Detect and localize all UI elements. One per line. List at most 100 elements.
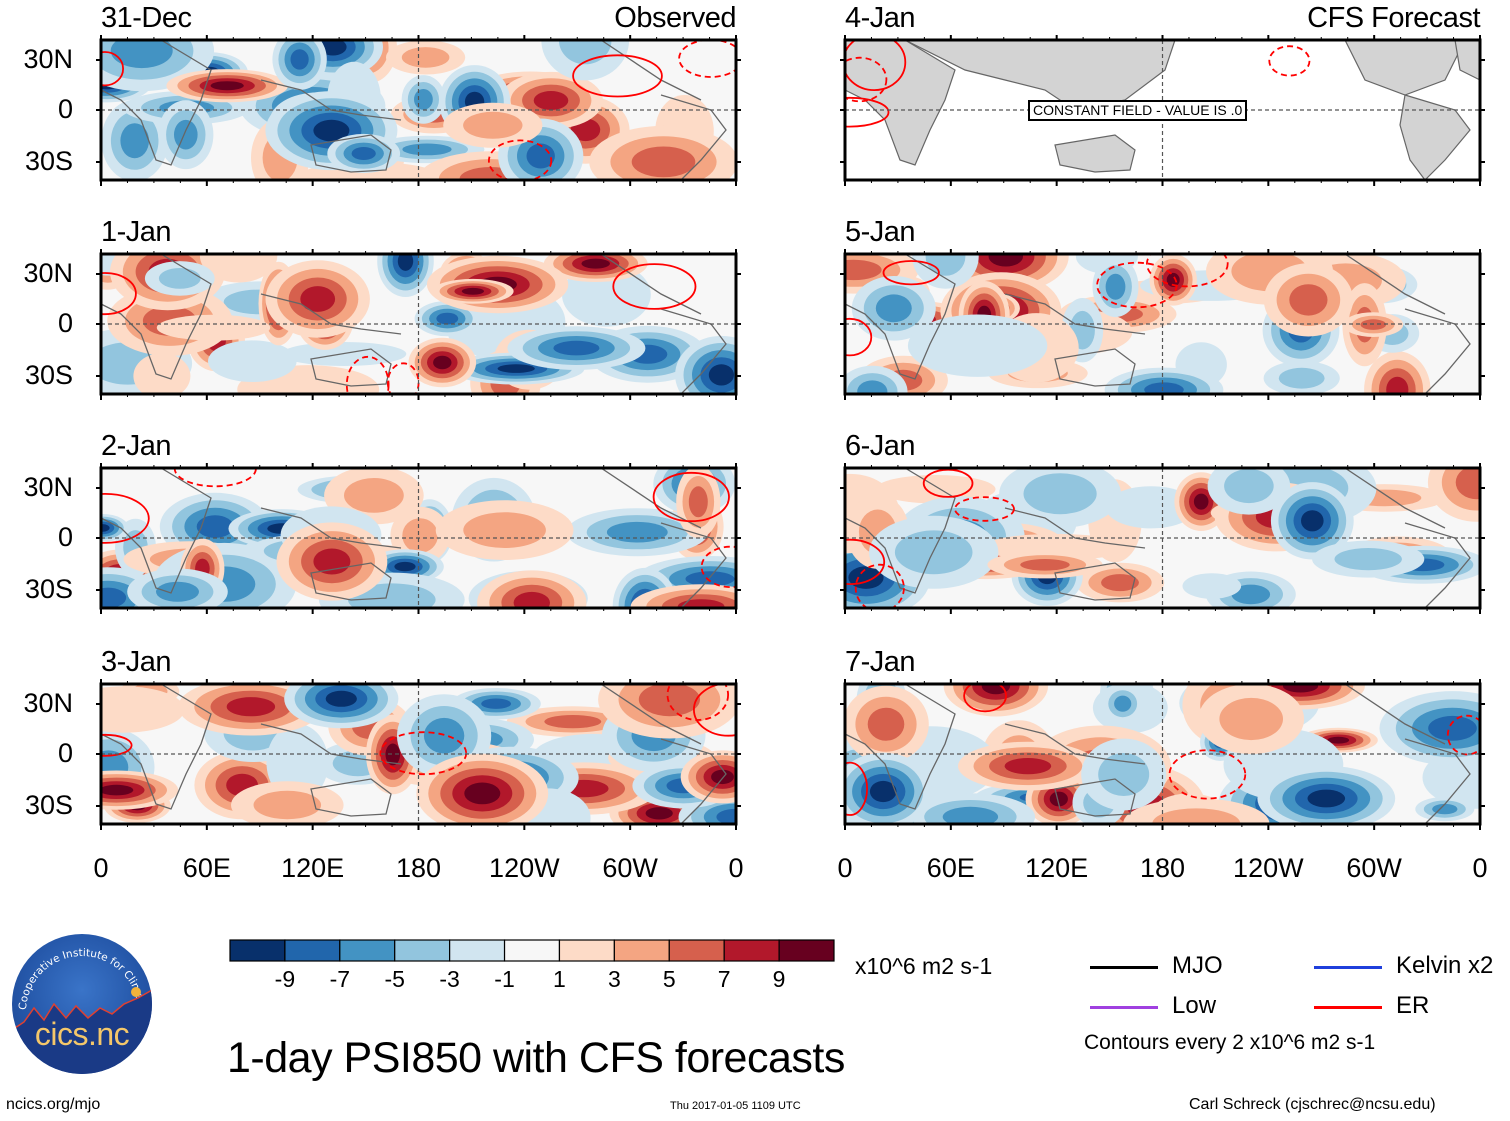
anomaly-contour-fill — [875, 294, 912, 323]
anomaly-contour-fill — [110, 40, 173, 69]
anomaly-contour-fill — [101, 686, 185, 733]
anomaly-contour-fill — [319, 40, 347, 56]
anomaly-contour-fill — [464, 782, 501, 805]
colorbar-swatch — [613, 939, 670, 962]
anomaly-contour-fill — [401, 47, 450, 68]
coastline — [1344, 684, 1446, 745]
svg-text:Cooperative Institute for Clim: Cooperative Institute for Climate and Sa… — [12, 934, 147, 1011]
colorbar-swatch — [339, 939, 396, 962]
panel-date-label: 5-Jan — [845, 216, 916, 248]
anomaly-contour-fill — [708, 364, 735, 386]
anomaly-contour-fill — [385, 743, 401, 766]
coastline — [600, 254, 702, 315]
column-tag: CFS Forecast — [1307, 2, 1480, 34]
anomaly-contour-fill — [394, 561, 416, 572]
y-tick-label: 30S — [24, 360, 73, 390]
anomaly-contour-fill — [461, 287, 484, 295]
anomaly-contour-fill — [1432, 803, 1458, 815]
colorbar-swatch — [668, 939, 725, 962]
anomaly-contour-fill — [156, 314, 271, 341]
anomaly-contour-fill — [1101, 574, 1139, 592]
anomaly-contour-fill — [1004, 758, 1052, 775]
logo-name: cics.nc — [34, 1016, 130, 1052]
anomaly-contour-fill — [1289, 284, 1328, 316]
colorbar-level-label: 1 — [553, 966, 566, 992]
anomaly-contour-fill — [1301, 510, 1324, 532]
anomaly-contour-fill — [101, 784, 134, 796]
coastline — [1344, 254, 1446, 315]
colorbar-level-label: -3 — [439, 966, 460, 992]
map-panel — [96, 35, 741, 186]
land-mass — [1454, 40, 1480, 81]
er-contour — [101, 272, 137, 316]
anomaly-contour-fill — [1193, 493, 1209, 510]
anomaly-contour-fill — [1282, 684, 1319, 693]
anomaly-contour-fill — [867, 707, 905, 741]
colorbar-level-label: 3 — [607, 966, 621, 992]
x-tick-label: 120W — [1233, 853, 1304, 883]
anomaly-contour-fill — [1334, 548, 1402, 571]
y-tick-label: 0 — [57, 738, 73, 768]
anomaly-contour-fill — [1224, 468, 1274, 504]
y-tick-label: 30N — [23, 688, 73, 718]
anomaly-contour-fill — [711, 769, 734, 785]
coastline — [1054, 562, 1136, 601]
anomaly-contour-fill — [1020, 559, 1070, 571]
footer-author: Carl Schreck (cjschrec@ncsu.edu) — [1189, 1096, 1436, 1113]
contour-note: Contours every 2 x10^6 m2 s-1 — [1084, 1031, 1376, 1054]
anomaly-contour-fill — [645, 807, 673, 820]
y-tick-label: 30S — [24, 790, 73, 820]
anomaly-contour-fill — [942, 806, 999, 824]
colorbar-swatch — [778, 939, 835, 962]
anomaly-contour-fill — [685, 571, 735, 587]
anomaly-contour-fill — [1105, 273, 1126, 300]
anomaly-contour-fill — [1166, 272, 1180, 287]
anomaly-contour-fill — [544, 715, 602, 729]
coastline — [260, 293, 402, 335]
x-tick-label: 120E — [1025, 853, 1089, 883]
anomaly-contour-fill — [414, 89, 433, 110]
anomaly-contour-fill — [1386, 376, 1409, 394]
colorbar-swatch — [503, 939, 561, 962]
coastline — [600, 684, 702, 745]
anomaly-contour-fill — [325, 690, 357, 707]
anomaly-contour-fill — [101, 524, 110, 532]
colorbar-swatch — [284, 939, 341, 962]
anomaly-contour-fill — [1152, 808, 1241, 824]
anomaly-contour-fill — [208, 340, 297, 382]
coastline — [1004, 723, 1146, 765]
constant-field-note: CONSTANT FIELD - VALUE IS .0 — [1028, 100, 1248, 121]
map-panel — [840, 679, 1485, 830]
y-tick-label: 0 — [57, 522, 73, 552]
anomaly-contour-fill — [497, 364, 535, 373]
anomaly-contour-fill — [226, 697, 276, 717]
coastline — [1054, 348, 1136, 387]
anomaly-contour-fill — [120, 123, 149, 159]
anomaly-contour-fill — [1278, 367, 1325, 389]
cics-logo: Cooperative Institute for Climate and Sa… — [12, 934, 152, 1074]
legend-label: MJO — [1172, 952, 1223, 979]
x-tick-label: 60W — [1346, 853, 1402, 883]
anomaly-contour-fill — [845, 259, 882, 281]
map-panel — [96, 679, 741, 830]
panel-date-label: 2-Jan — [101, 430, 172, 462]
footer-timestamp: Thu 2017-01-05 1109 UTC — [670, 1100, 801, 1112]
land-mass — [845, 40, 956, 166]
er-contour — [488, 139, 553, 180]
er-contour — [845, 96, 890, 128]
coastline — [260, 507, 402, 549]
colorbar-swatch — [558, 939, 615, 962]
coastline — [1004, 507, 1146, 549]
panel-date-label: 6-Jan — [845, 430, 916, 462]
panel-date-label: 3-Jan — [101, 646, 172, 678]
panel-date-label: 7-Jan — [845, 646, 916, 678]
coastline — [660, 522, 727, 608]
y-tick-label: 30S — [24, 574, 73, 604]
x-tick-label: 180 — [395, 853, 442, 883]
er-contour — [101, 51, 124, 87]
legend-label: ER — [1396, 992, 1430, 1019]
colorbar-swatch — [723, 939, 780, 962]
x-tick-label: 0 — [728, 853, 744, 883]
y-tick-label: 0 — [57, 94, 73, 124]
coastline — [660, 738, 727, 824]
